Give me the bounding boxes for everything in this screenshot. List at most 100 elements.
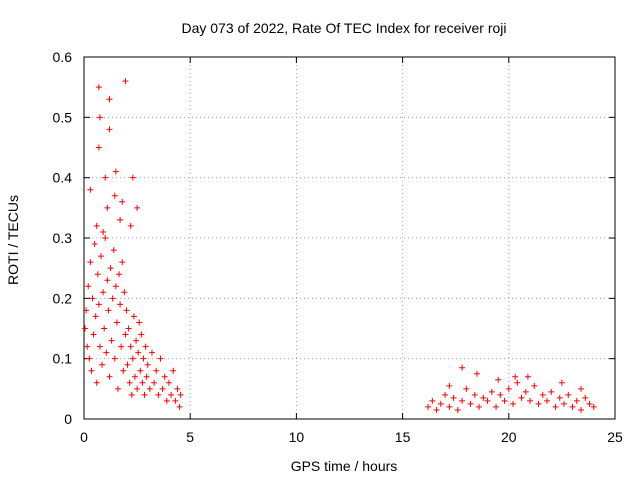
data-point [106, 373, 113, 380]
data-point [129, 174, 136, 181]
data-point [89, 295, 96, 302]
data-point [125, 325, 132, 332]
data-point [82, 325, 89, 332]
data-point [165, 379, 172, 386]
data-point [510, 400, 517, 407]
data-point [527, 397, 534, 404]
y-tick-label: 0 [64, 411, 72, 427]
data-point [163, 397, 170, 404]
data-point [484, 397, 491, 404]
data-point [117, 301, 124, 308]
data-point [159, 385, 166, 392]
data-point [113, 319, 120, 326]
data-point [129, 355, 136, 362]
data-point [135, 349, 142, 356]
data-point [161, 373, 168, 380]
data-point [552, 403, 559, 410]
x-tick-label: 10 [289, 429, 305, 445]
data-point [144, 361, 151, 368]
data-point [118, 343, 125, 350]
data-point [84, 343, 91, 350]
data-point [518, 394, 525, 401]
data-point [174, 385, 181, 392]
data-point [157, 355, 164, 362]
data-point [425, 403, 432, 410]
data-point [119, 198, 126, 205]
data-point [138, 331, 145, 338]
x-tick-label: 0 [80, 429, 88, 445]
data-point [96, 343, 103, 350]
data-point [473, 370, 480, 377]
data-point [522, 388, 529, 395]
x-axis-label: GPS time / hours [291, 458, 398, 474]
data-point [582, 394, 589, 401]
data-point [88, 367, 95, 374]
data-point [124, 361, 131, 368]
data-point [99, 361, 106, 368]
data-point [122, 331, 129, 338]
data-point [123, 307, 130, 314]
data-point [488, 388, 495, 395]
data-point [512, 373, 519, 380]
data-point [446, 382, 453, 389]
data-point [578, 385, 585, 392]
data-point [86, 355, 93, 362]
data-point [90, 331, 97, 338]
data-point [493, 403, 500, 410]
y-tick-label: 0.2 [53, 290, 73, 306]
data-point [97, 253, 104, 260]
data-point [467, 400, 474, 407]
axis-ticks [83, 56, 616, 420]
data-point [569, 403, 576, 410]
data-point [495, 376, 502, 383]
x-tick-label: 25 [607, 429, 623, 445]
data-point [102, 174, 109, 181]
data-point [104, 204, 111, 211]
y-tick-label: 0.3 [53, 230, 73, 246]
data-point [87, 186, 94, 193]
y-tick-labels: 0 0.1 0.2 0.3 0.4 0.5 0.6 [53, 49, 73, 427]
data-point [573, 397, 580, 404]
data-point [117, 216, 124, 223]
data-point [524, 373, 531, 380]
data-point [454, 406, 461, 413]
data-point [121, 289, 128, 296]
data-point [565, 391, 572, 398]
data-point [120, 367, 127, 374]
data-point [105, 307, 112, 314]
data-point [100, 289, 107, 296]
data-point [95, 301, 102, 308]
data-point [136, 319, 143, 326]
data-point [141, 391, 148, 398]
data-point [112, 283, 119, 290]
data-point [501, 397, 508, 404]
data-points [82, 78, 597, 413]
data-point [437, 400, 444, 407]
data-point [134, 385, 141, 392]
data-point [110, 247, 117, 254]
data-point [95, 144, 102, 151]
data-point [93, 379, 100, 386]
data-point [140, 355, 147, 362]
y-tick-label: 0.6 [53, 49, 73, 65]
data-point [93, 222, 100, 229]
data-point [539, 391, 546, 398]
data-point [95, 84, 102, 91]
data-point [92, 313, 99, 320]
data-point [101, 325, 108, 332]
data-point [471, 391, 478, 398]
data-point [137, 367, 144, 374]
y-tick-label: 0.1 [53, 351, 73, 367]
data-point [148, 349, 155, 356]
data-point [155, 391, 162, 398]
data-point [514, 379, 521, 386]
data-point [556, 394, 563, 401]
data-point [146, 385, 153, 392]
data-point [168, 391, 175, 398]
data-point [480, 394, 487, 401]
data-point [127, 222, 134, 229]
data-point [116, 271, 123, 278]
data-point [104, 277, 111, 284]
data-point [100, 228, 107, 235]
